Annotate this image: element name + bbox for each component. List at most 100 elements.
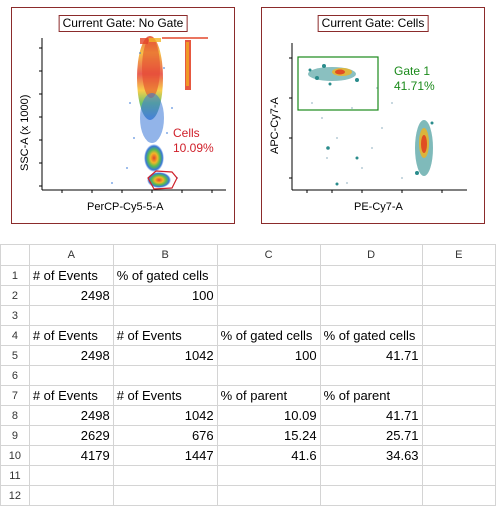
scatter-plot[interactable] (12, 8, 236, 225)
cell-population (137, 36, 171, 188)
cell-e6[interactable] (421, 365, 496, 386)
cell-d5[interactable]: 41.71 (319, 345, 423, 366)
row-header[interactable]: 11 (0, 465, 30, 486)
row-header[interactable]: 2 (0, 285, 30, 306)
cell-b10[interactable]: 1447 (112, 445, 218, 466)
table-row: 8 2498 1042 10.09 41.71 (0, 405, 496, 426)
cell-a9[interactable]: 2629 (28, 425, 114, 446)
cell-d2[interactable] (319, 285, 423, 306)
cell-c1[interactable] (216, 265, 321, 286)
cell-c11[interactable] (216, 465, 321, 486)
cell-b1[interactable]: % of gated cells (112, 265, 218, 286)
cell-b4[interactable]: # of Events (112, 325, 218, 346)
gate-label: Cells (173, 126, 200, 140)
x-axis-label: PerCP-Cy5-5-A (87, 201, 164, 213)
row-header[interactable]: 4 (0, 325, 30, 346)
cell-a12[interactable] (28, 485, 114, 506)
cell-d6[interactable] (319, 365, 423, 386)
cell-d1[interactable] (319, 265, 423, 286)
cell-a11[interactable] (28, 465, 114, 486)
cell-b9[interactable]: 676 (112, 425, 218, 446)
cell-b2[interactable]: 100 (112, 285, 218, 306)
saturated-population (162, 37, 208, 90)
x-axis-label: PE-Cy7-A (354, 201, 403, 213)
gate1-rectangle (297, 56, 379, 111)
cell-c4[interactable]: % of gated cells (216, 325, 321, 346)
cell-a8[interactable]: 2498 (28, 405, 114, 426)
row-header[interactable]: 7 (0, 385, 30, 406)
cell-c12[interactable] (216, 485, 321, 506)
table-row: 12 (0, 485, 496, 506)
row-header[interactable]: 1 (0, 265, 30, 286)
cell-e3[interactable] (421, 305, 496, 326)
table-row: 10 4179 1447 41.6 34.63 (0, 445, 496, 466)
cell-c10[interactable]: 41.6 (216, 445, 321, 466)
cell-b11[interactable] (112, 465, 218, 486)
cell-b7[interactable]: # of Events (112, 385, 218, 406)
cell-c5[interactable]: 100 (216, 345, 321, 366)
cell-c3[interactable] (216, 305, 321, 326)
table-row: 5 2498 1042 100 41.71 (0, 345, 496, 366)
cell-e8[interactable] (421, 405, 496, 426)
cell-b8[interactable]: 1042 (112, 405, 218, 426)
row-header[interactable]: 9 (0, 425, 30, 446)
cell-e12[interactable] (421, 485, 496, 506)
cell-c2[interactable] (216, 285, 321, 306)
cell-d8[interactable]: 41.71 (319, 405, 423, 426)
column-header-d[interactable]: D (319, 244, 423, 266)
gate-percentage: 41.71% (394, 79, 435, 93)
cell-c8[interactable]: 10.09 (216, 405, 321, 426)
gate-title: Current Gate: No Gate (58, 15, 188, 32)
cell-c7[interactable]: % of parent (216, 385, 321, 406)
cell-d12[interactable] (319, 485, 423, 506)
cell-a7[interactable]: # of Events (28, 385, 114, 406)
cell-d3[interactable] (319, 305, 423, 326)
cell-d11[interactable] (319, 465, 423, 486)
cell-a6[interactable] (28, 365, 114, 386)
row-header[interactable]: 6 (0, 365, 30, 386)
cell-b6[interactable] (112, 365, 218, 386)
cell-b12[interactable] (112, 485, 218, 506)
cell-e2[interactable] (421, 285, 496, 306)
cell-a1[interactable]: # of Events (28, 265, 114, 286)
cell-b3[interactable] (112, 305, 218, 326)
cell-e7[interactable] (421, 385, 496, 406)
cell-e4[interactable] (421, 325, 496, 346)
column-header-e[interactable]: E (421, 244, 496, 266)
column-header-a[interactable]: A (28, 244, 114, 266)
cell-a10[interactable]: 4179 (28, 445, 114, 466)
plot-panel-no-gate[interactable]: Current Gate: No Gate SSC-A (x 1000) (11, 7, 235, 224)
column-header-c[interactable]: C (216, 244, 321, 266)
cell-d9[interactable]: 25.71 (319, 425, 423, 446)
cell-e9[interactable] (421, 425, 496, 446)
cell-a4[interactable]: # of Events (28, 325, 114, 346)
gate-title: Current Gate: Cells (317, 15, 429, 32)
cell-e11[interactable] (421, 465, 496, 486)
scatter-plot[interactable] (262, 8, 486, 225)
cell-b5[interactable]: 1042 (112, 345, 218, 366)
plot-panel-cells[interactable]: Current Gate: Cells APC-Cy7-A (261, 7, 485, 224)
cell-c6[interactable] (216, 365, 321, 386)
table-row: 11 (0, 465, 496, 486)
cell-d10[interactable]: 34.63 (319, 445, 423, 466)
column-header-b[interactable]: B (112, 244, 218, 266)
table-row: 4 # of Events # of Events% of gated cells%… (0, 325, 496, 346)
row-header[interactable]: 3 (0, 305, 30, 326)
select-all-corner[interactable] (0, 244, 30, 266)
cell-c9[interactable]: 15.24 (216, 425, 321, 446)
row-header[interactable]: 8 (0, 405, 30, 426)
cell-a2[interactable]: 2498 (28, 285, 114, 306)
row-header[interactable]: 12 (0, 485, 30, 506)
cell-e5[interactable] (421, 345, 496, 366)
cell-d4[interactable]: % of gated cells (319, 325, 423, 346)
cell-a3[interactable] (28, 305, 114, 326)
cell-a5[interactable]: 2498 (28, 345, 114, 366)
row-header[interactable]: 10 (0, 445, 30, 466)
cell-e1[interactable] (421, 265, 496, 286)
cells-gate (147, 170, 178, 190)
cell-e10[interactable] (421, 445, 496, 466)
row-header[interactable]: 5 (0, 345, 30, 366)
cell-d7[interactable]: % of parent (319, 385, 423, 406)
